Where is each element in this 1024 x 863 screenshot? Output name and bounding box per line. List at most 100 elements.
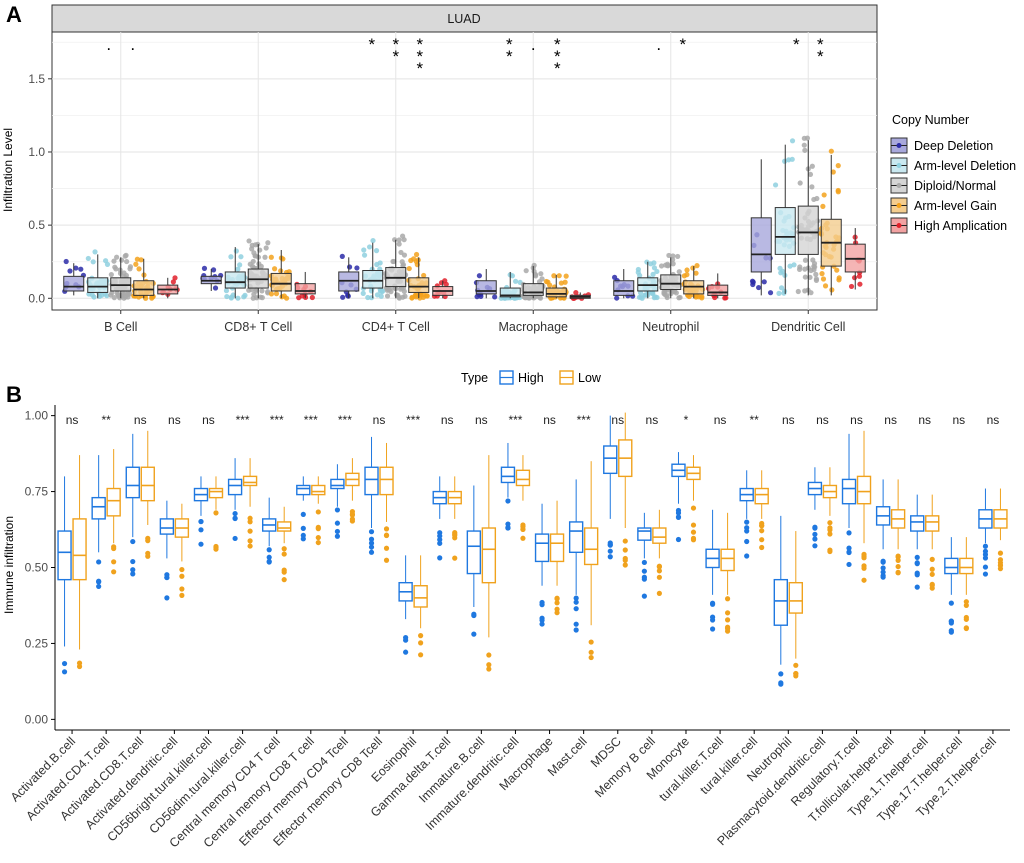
outlier-point <box>982 571 989 577</box>
outlier-point <box>315 526 321 532</box>
outlier-point <box>607 554 613 560</box>
jitter-point <box>73 265 79 271</box>
outlier-point <box>232 535 238 542</box>
jitter-point <box>271 266 278 272</box>
outlier-point <box>690 522 697 528</box>
jitter-point <box>835 189 841 195</box>
jitter-point <box>249 246 255 252</box>
outlier-point <box>963 602 969 608</box>
jitter-point <box>538 271 544 277</box>
outlier-point <box>895 557 901 563</box>
box <box>475 280 497 295</box>
box <box>133 280 155 296</box>
x-tick-label: B Cell <box>104 320 137 334</box>
outlier-point <box>179 592 185 598</box>
panel-a-legend: Deep Deletion Arm-level Deletion Diploid/N… <box>890 137 1016 234</box>
jitter-point <box>361 247 367 253</box>
outlier-point <box>198 518 204 525</box>
x-tick-label: CD4+ T Cell <box>362 320 430 334</box>
outlier-point <box>471 612 477 619</box>
jitter-point <box>778 270 784 276</box>
box <box>788 581 804 614</box>
jitter-point <box>379 289 385 295</box>
jitter-point <box>392 237 398 243</box>
outlier-point <box>607 548 613 554</box>
significance-label: ns <box>66 413 79 427</box>
jitter-point <box>848 283 855 290</box>
jitter-point <box>133 261 139 267</box>
box <box>296 484 311 496</box>
outlier-point <box>539 602 545 608</box>
y-tick-label: 1.0 <box>28 145 45 159</box>
jitter-point <box>776 290 782 296</box>
outlier-point <box>812 543 818 549</box>
jitter-point <box>346 264 353 270</box>
jitter-point <box>658 263 665 269</box>
box <box>944 557 959 575</box>
outlier-point <box>383 526 390 532</box>
jitter-point <box>778 285 785 291</box>
jitter-point <box>819 271 825 277</box>
jitter-point <box>782 158 788 164</box>
y-tick-label: 0.50 <box>25 561 49 575</box>
outlier-point <box>963 616 969 622</box>
outlier-point <box>505 525 511 531</box>
box <box>959 557 974 575</box>
outlier-point <box>520 535 526 541</box>
box <box>466 530 482 575</box>
box <box>208 487 224 499</box>
outlier-point <box>846 561 852 568</box>
jitter-point <box>339 253 345 259</box>
jitter-point <box>750 279 756 285</box>
jitter-point <box>409 295 415 301</box>
jitter-point <box>651 265 658 271</box>
outlier-point <box>744 528 750 534</box>
legend-key-dot <box>896 203 902 208</box>
jitter-point <box>413 294 419 300</box>
outlier-point <box>520 522 526 528</box>
significance-mark: * <box>554 59 561 78</box>
jitter-point <box>648 261 654 267</box>
outlier-point <box>247 515 253 521</box>
outlier-point <box>383 557 390 563</box>
y-tick-label: 1.5 <box>28 72 45 86</box>
significance-label: ns <box>475 413 488 427</box>
outlier-point <box>266 559 272 565</box>
box <box>63 275 85 292</box>
jitter-point <box>361 252 368 258</box>
outlier-point <box>145 553 151 559</box>
outlier-point <box>656 568 662 574</box>
jitter-point <box>201 265 208 271</box>
jitter-point <box>265 289 271 295</box>
outlier-point <box>744 519 750 525</box>
outlier-point <box>539 621 545 627</box>
jitter-point <box>406 265 412 272</box>
jitter-point <box>820 203 826 209</box>
legend-label: High <box>518 371 544 385</box>
jitter-point <box>118 257 125 263</box>
jitter-point <box>309 294 315 301</box>
outlier-point <box>929 582 935 588</box>
legend-key-dot <box>896 183 902 188</box>
outlier-point <box>948 618 954 624</box>
outlier-point <box>997 550 1004 556</box>
panel-b-legend: High Low <box>499 370 602 385</box>
jitter-point <box>127 264 134 270</box>
box <box>637 527 652 541</box>
box <box>379 466 394 496</box>
significance-mark: * <box>506 35 513 54</box>
outlier-point <box>471 631 477 637</box>
outlier-point <box>368 544 375 550</box>
outlier-point <box>554 610 560 616</box>
box <box>224 271 246 289</box>
jitter-point <box>650 271 656 277</box>
legend-label: Deep Deletion <box>914 139 993 153</box>
box <box>276 521 292 532</box>
outlier-point <box>403 637 409 643</box>
outlier-point <box>997 562 1004 568</box>
outlier-point <box>315 539 321 546</box>
box <box>750 217 772 273</box>
box <box>856 475 872 505</box>
jitter-point <box>789 156 795 162</box>
